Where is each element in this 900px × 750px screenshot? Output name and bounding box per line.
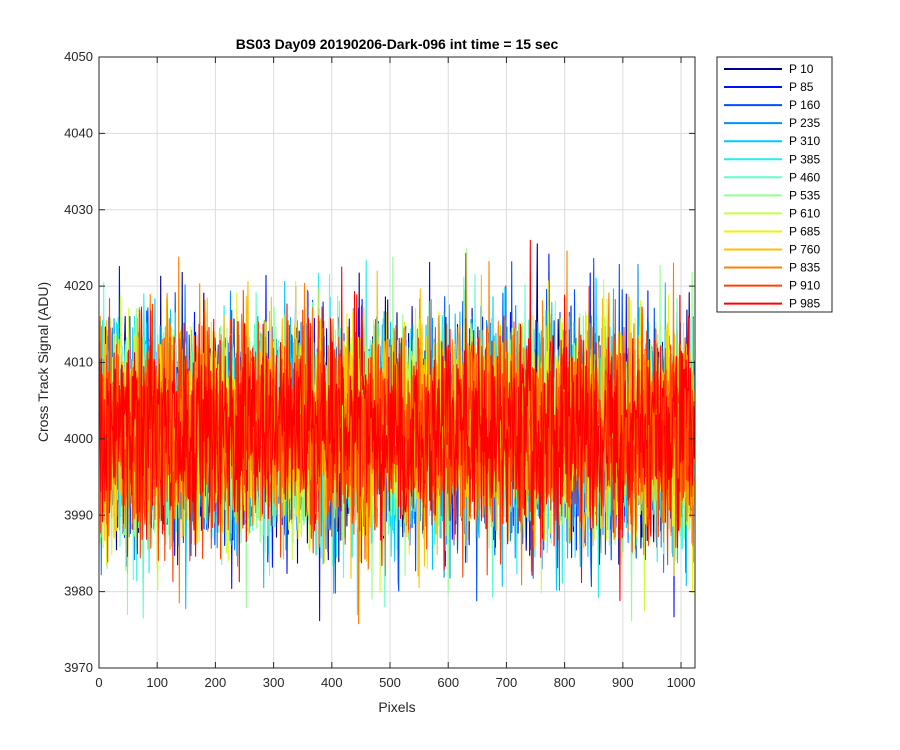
x-tick-label: 1000 <box>667 675 696 690</box>
x-axis-label: Pixels <box>378 699 415 715</box>
legend-entry-label: P 10 <box>789 62 814 76</box>
y-tick-label: 3990 <box>64 507 93 522</box>
legend-entry-label: P 160 <box>789 98 820 112</box>
x-tick-label: 600 <box>437 675 459 690</box>
y-axis-label: Cross Track Signal (ADU) <box>35 282 51 442</box>
x-tick-label: 400 <box>321 675 343 690</box>
y-tick-label: 4020 <box>64 278 93 293</box>
data-series <box>98 239 695 625</box>
y-tick-label: 4030 <box>64 202 93 217</box>
legend-entry-label: P 685 <box>789 224 820 238</box>
legend-box <box>716 56 833 313</box>
legend-entry-label: P 85 <box>789 80 814 94</box>
legend-entry-label: P 535 <box>789 188 820 202</box>
y-tick-label: 4010 <box>64 355 93 370</box>
y-tick-label: 3970 <box>64 660 93 675</box>
legend-entry-label: P 835 <box>789 261 820 275</box>
y-tick-labels: 3970 3980 3990 4000 4010 4020 4030 4040 4050 <box>64 49 93 675</box>
axis-ticks <box>98 56 695 669</box>
legend-entry-label: P 760 <box>789 243 820 257</box>
y-tick-label: 3980 <box>64 584 93 599</box>
x-tick-label: 100 <box>146 675 168 690</box>
y-tick-label: 4050 <box>64 49 93 64</box>
legend-entry-label: P 910 <box>789 279 820 293</box>
legend-entry-label: P 460 <box>789 170 820 184</box>
legend-entry-label: P 310 <box>789 134 820 148</box>
legend-entry-label: P 235 <box>789 116 820 130</box>
legend-entry-label: P 385 <box>789 152 820 166</box>
y-tick-label: 4040 <box>64 125 93 140</box>
legend-entry-label: P 610 <box>789 206 820 220</box>
legend[interactable]: P 10 P 85 P 160 P 235 P 310 P 385 P 460 P 535 P … <box>716 56 833 313</box>
x-tick-label: 700 <box>496 675 518 690</box>
y-tick-label: 4000 <box>64 431 93 446</box>
x-tick-label: 300 <box>263 675 285 690</box>
x-tick-label: 500 <box>379 675 401 690</box>
x-tick-label: 800 <box>554 675 576 690</box>
legend-entry-label: P 985 <box>789 297 820 311</box>
chart-title: BS03 Day09 20190206-Dark-096 int time = … <box>236 36 559 52</box>
x-tick-label: 200 <box>205 675 227 690</box>
x-tick-label: 900 <box>612 675 634 690</box>
series-line-p-985 <box>98 239 695 602</box>
x-tick-label: 0 <box>95 675 102 690</box>
x-tick-labels: 0 100 200 300 400 500 600 700 800 900 1000 <box>95 675 695 690</box>
